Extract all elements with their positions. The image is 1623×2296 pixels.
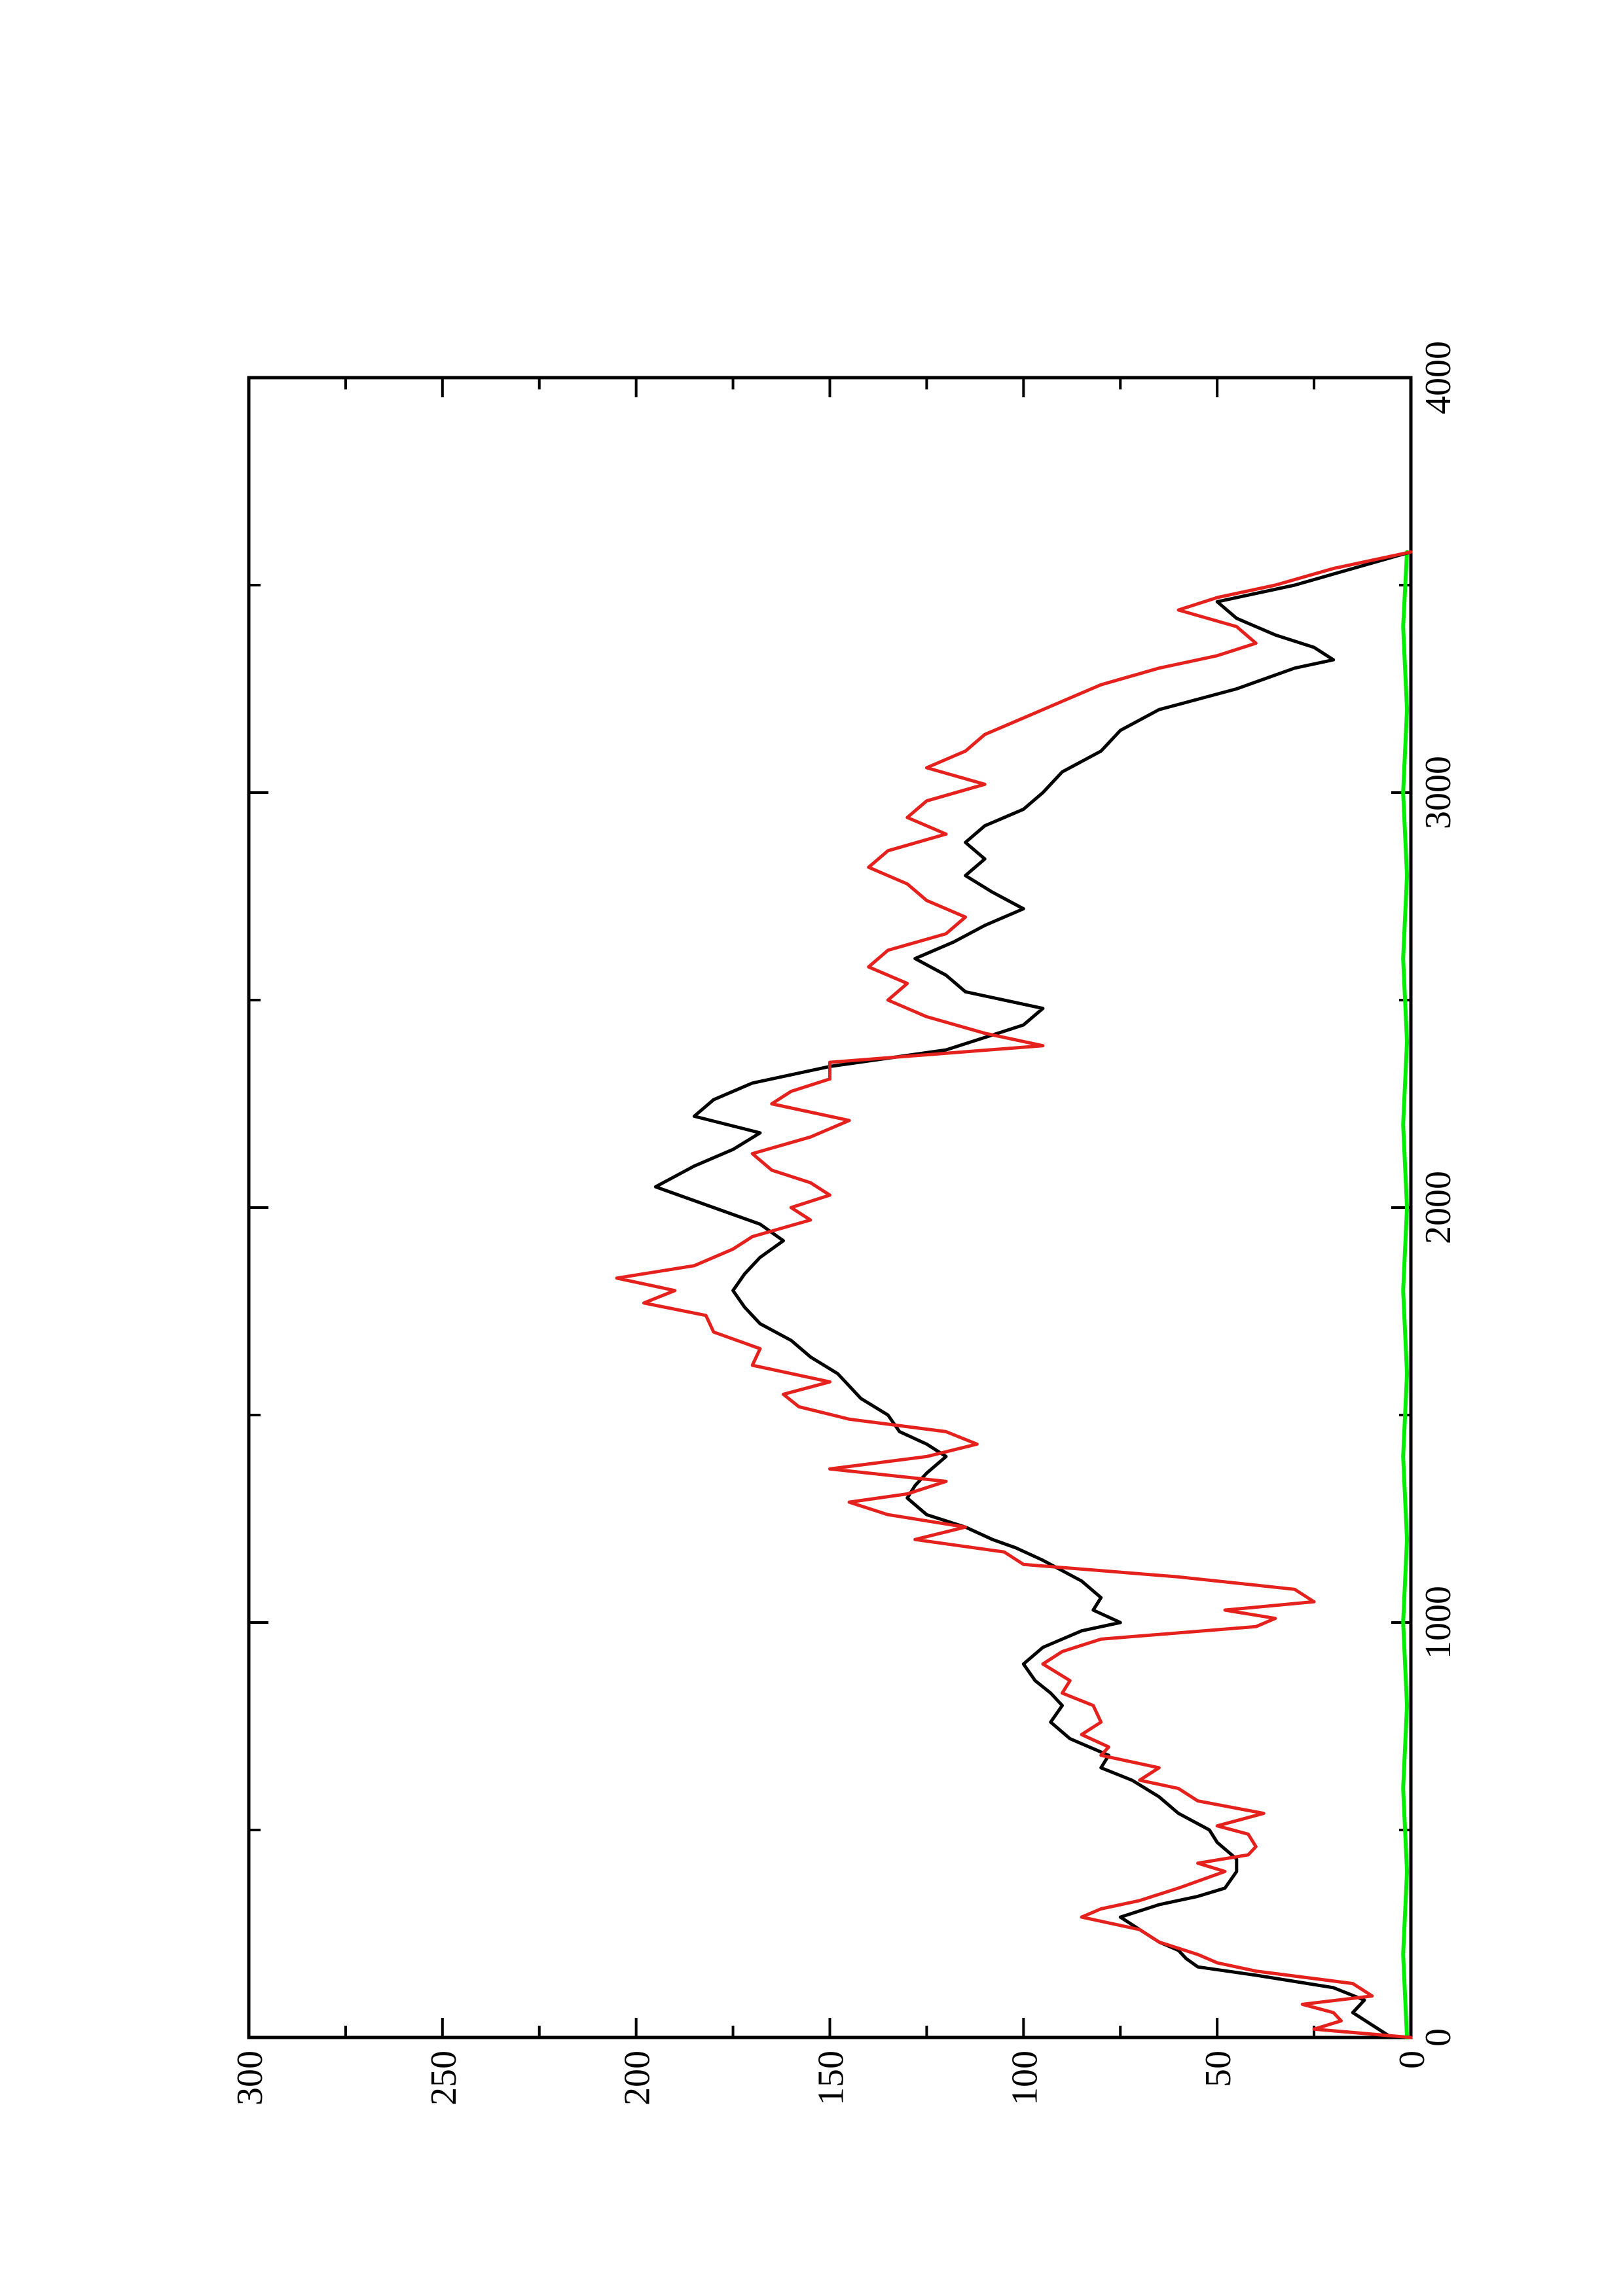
series-layer [615,550,1413,2039]
y-tick-label: 150 [811,2051,852,2106]
y-tick-label: 0 [1392,2051,1432,2069]
x-tick-label: 4000 [1418,341,1459,414]
x-tick-label: 0 [1418,2028,1459,2047]
series-line-1 [615,550,1413,2039]
series-line-2 [1401,550,1410,2039]
x-tick-label: 1000 [1418,1586,1459,1659]
y-tick-label: 200 [617,2051,658,2106]
series-line-0 [653,550,1413,2039]
y-tick-labels: 0 50 100 150 200 250 300 [230,2051,1432,2106]
y-tick-label: 50 [1198,2051,1239,2087]
x-tick-label: 3000 [1418,756,1459,829]
y-tick-label: 300 [230,2051,270,2106]
x-tick-label: 2000 [1418,1171,1459,1244]
axis-ticks [247,376,1412,2039]
x-tick-labels: 0 1000 2000 3000 4000 [1418,341,1459,2047]
y-tick-label: 250 [424,2051,464,2106]
y-tick-label: 100 [1004,2051,1045,2106]
